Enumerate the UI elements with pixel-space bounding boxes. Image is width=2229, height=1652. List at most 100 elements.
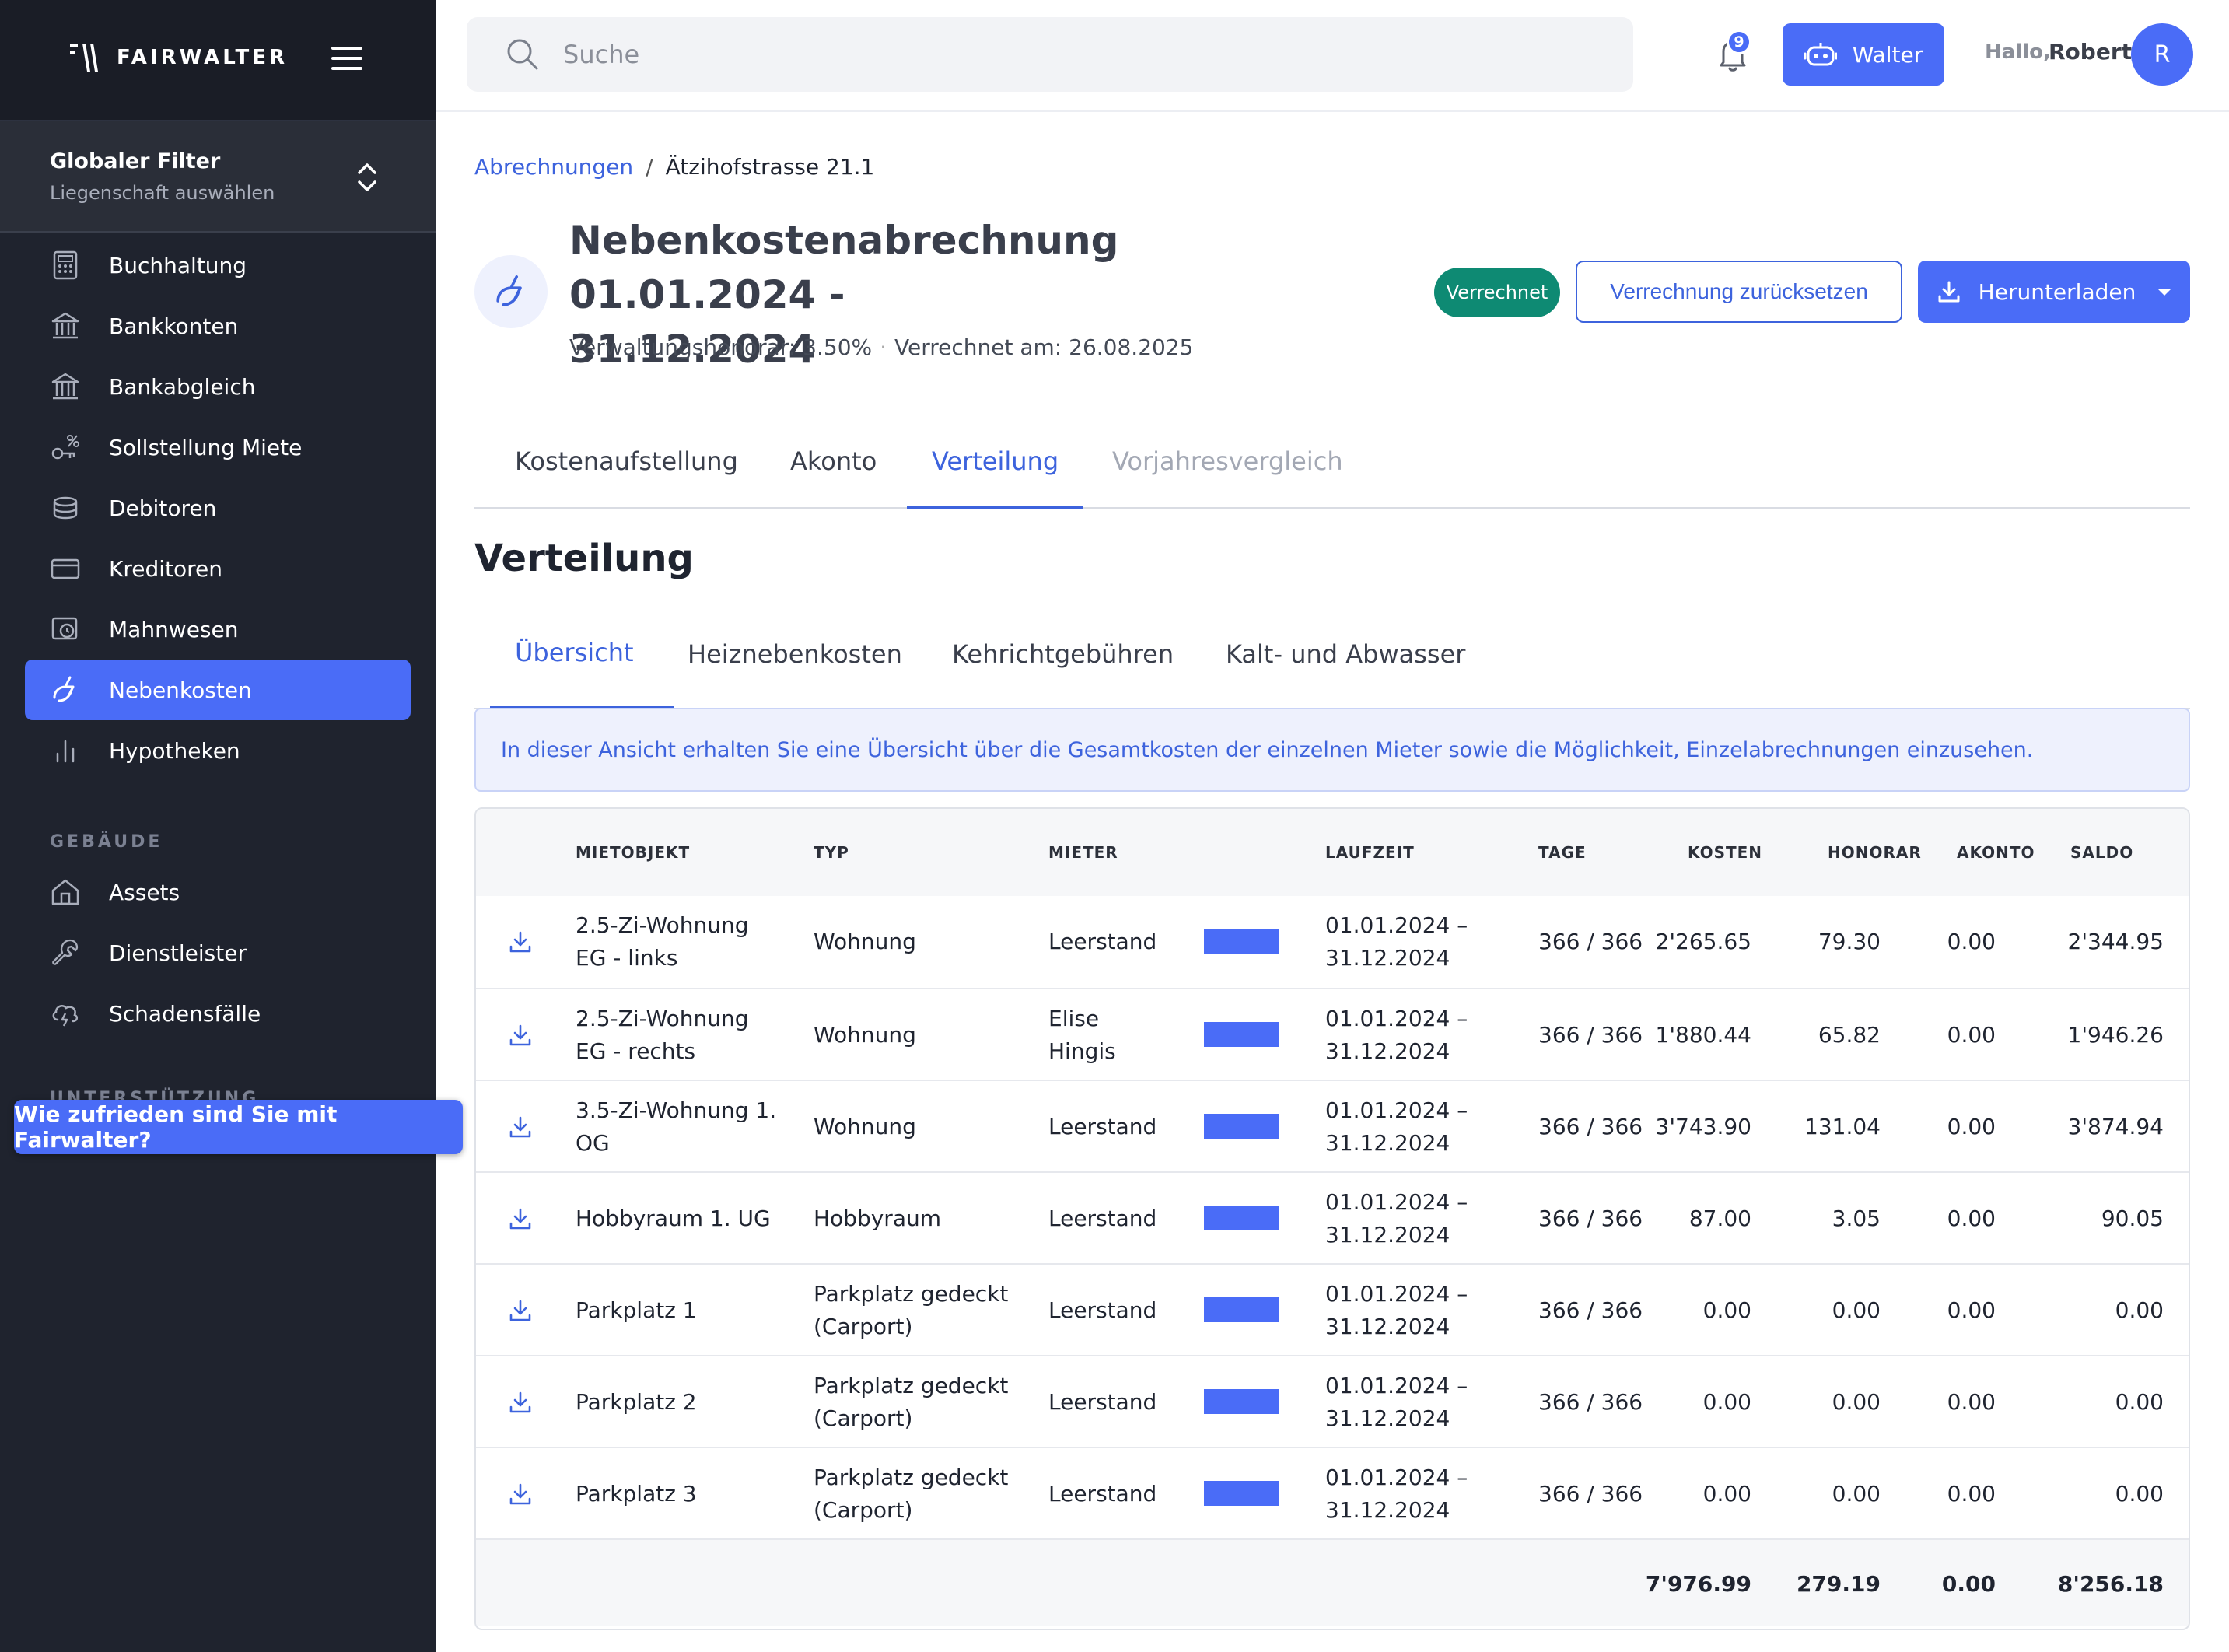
cell-saldo: 0.00 — [2115, 1481, 2164, 1507]
cell-object-line: 3.5-Zi-Wohnung 1. — [576, 1097, 777, 1123]
fairwalter-logo[interactable]: FAIRWALTER — [68, 40, 288, 75]
bank-icon — [48, 309, 82, 343]
column-header-akonto[interactable]: AKONTO — [1957, 843, 2035, 862]
sidebar-item-label: Dienstleister — [109, 940, 247, 966]
sidebar-item-dienstleister[interactable]: Dienstleister — [25, 922, 411, 983]
sidebar-item-assets[interactable]: Assets — [25, 862, 411, 922]
user-name: Robert — [2049, 39, 2133, 65]
search-icon — [507, 39, 538, 70]
download-icon[interactable] — [507, 1389, 534, 1416]
sidebar-item-label: Kreditoren — [109, 555, 223, 582]
table-row[interactable]: Parkplatz 2 Parkplatz gedeckt (Carport) Lee… — [476, 1355, 2189, 1447]
hamburger-menu-icon[interactable] — [331, 47, 362, 72]
column-header-laufzeit[interactable]: LAUFZEIT — [1325, 843, 1415, 862]
column-header-kosten[interactable]: KOSTEN — [1688, 843, 1763, 862]
sidebar-item-nebenkosten[interactable]: Nebenkosten — [25, 660, 411, 720]
download-icon[interactable] — [507, 1297, 534, 1324]
chevron-down-icon[interactable] — [2157, 288, 2172, 296]
cell-object-line: EG - rechts — [576, 1038, 696, 1064]
cell-saldo: 3'874.94 — [2067, 1114, 2164, 1139]
download-icon[interactable] — [507, 929, 534, 955]
bank-icon — [48, 369, 82, 404]
cell-tenant-line: Leerstand — [1048, 1114, 1157, 1139]
subtab-kehrichtgebuehren[interactable]: Kehrichtgebühren — [952, 639, 1174, 669]
sidebar-item-kreditoren[interactable]: Kreditoren — [25, 538, 411, 599]
table-row[interactable]: 2.5-Zi-Wohnung EG - links Wohnung Leerstand… — [476, 896, 2189, 988]
subtab-kalt-und-abwasser[interactable]: Kalt- und Abwasser — [1226, 639, 1466, 669]
walter-assistant-button[interactable]: Walter — [1783, 23, 1944, 86]
sidebar-item-label: Mahnwesen — [109, 616, 239, 642]
subtab-uebersicht[interactable]: Übersicht — [515, 638, 634, 667]
sidebar-item-hypotheken[interactable]: Hypotheken — [25, 720, 411, 781]
occupancy-bar — [1204, 1022, 1279, 1047]
cell-akonto: 0.00 — [1947, 1481, 1996, 1507]
sidebar-item-label: Buchhaltung — [109, 252, 247, 278]
table-row[interactable]: 3.5-Zi-Wohnung 1. OG Wohnung Leerstand 01.01… — [476, 1080, 2189, 1171]
cell-type-line: Parkplatz gedeckt — [814, 1281, 1009, 1307]
column-header-tage[interactable]: TAGE — [1538, 843, 1587, 862]
cell-type: Wohnung — [814, 989, 1024, 1081]
global-filter[interactable]: Globaler Filter Liegenschaft auswählen — [0, 121, 436, 233]
download-icon[interactable] — [507, 1206, 534, 1232]
sidebar-item-label: Schadensfälle — [109, 1000, 261, 1027]
download-icon[interactable] — [507, 1022, 534, 1048]
cell-tenant: Leerstand — [1048, 896, 1188, 988]
feedback-button[interactable]: Wie zufrieden sind Sie mit Fairwalter? — [14, 1100, 463, 1154]
table-row[interactable]: Hobbyraum 1. UG Hobbyraum Leerstand 01.01.2… — [476, 1171, 2189, 1263]
sidebar-item-mahnwesen[interactable]: Mahnwesen — [25, 599, 411, 660]
total-kosten: 7'976.99 — [1645, 1570, 1751, 1597]
cell-period-line: 31.12.2024 — [1325, 1130, 1450, 1156]
cell-type-line: Wohnung — [814, 929, 916, 954]
sidebar-item-schadensfaelle[interactable]: Schadensfälle — [25, 983, 411, 1044]
cell-type-line: Wohnung — [814, 1114, 916, 1139]
tab-akonto[interactable]: Akonto — [790, 446, 877, 476]
table-row[interactable]: Parkplatz 1 Parkplatz gedeckt (Carport) Lee… — [476, 1263, 2189, 1355]
cell-object-line: Parkplatz 2 — [576, 1389, 697, 1415]
reset-settlement-button[interactable]: Verrechnung zurücksetzen — [1576, 261, 1902, 323]
cell-tenant: Leerstand — [1048, 1081, 1188, 1173]
subtab-heiznebenkosten[interactable]: Heiznebenkosten — [688, 639, 902, 669]
sidebar-item-bankabgleich[interactable]: Bankabgleich — [25, 356, 411, 417]
cell-akonto: 0.00 — [1947, 1114, 1996, 1139]
topbar: 9 Walter Hallo, Robert R — [436, 0, 2229, 112]
occupancy-bar — [1204, 1481, 1279, 1506]
sidebar-item-sollstellung-miete[interactable]: Sollstellung Miete — [25, 417, 411, 478]
tab-verteilung[interactable]: Verteilung — [932, 446, 1059, 476]
download-button[interactable]: Herunterladen — [1918, 261, 2190, 323]
cell-tenant-line: Elise — [1048, 1006, 1100, 1031]
search-bar[interactable] — [467, 17, 1633, 92]
cell-days: 366 / 366 — [1538, 1114, 1643, 1139]
sidebar-item-buchhaltung[interactable]: Buchhaltung — [25, 235, 411, 296]
cell-tenant: Leerstand — [1048, 1356, 1188, 1448]
cell-period: 01.01.2024 – 31.12.2024 — [1325, 1265, 1504, 1356]
cell-object: Hobbyraum 1. UG — [576, 1173, 793, 1265]
breadcrumb-link-abrechnungen[interactable]: Abrechnungen — [474, 154, 634, 180]
cell-cost: 87.00 — [1688, 1206, 1751, 1231]
download-icon — [1938, 281, 1960, 303]
download-icon[interactable] — [507, 1114, 534, 1140]
chevron-up-down-icon — [358, 163, 376, 191]
tab-vorjahresvergleich: Vorjahresvergleich — [1112, 446, 1343, 476]
column-header-mieter[interactable]: MIETER — [1048, 843, 1118, 862]
avatar[interactable]: R — [2131, 23, 2193, 86]
search-input[interactable] — [563, 40, 1574, 69]
tab-kostenaufstellung[interactable]: Kostenaufstellung — [515, 446, 738, 476]
table-row[interactable]: Parkplatz 3 Parkplatz gedeckt (Carport) Lee… — [476, 1447, 2189, 1538]
cell-saldo: 1'946.26 — [2067, 1022, 2164, 1048]
home-icon — [48, 875, 82, 909]
sidebar-item-bankkonten[interactable]: Bankkonten — [25, 296, 411, 356]
cell-period-line: 31.12.2024 — [1325, 1314, 1450, 1339]
coins-icon — [48, 491, 82, 525]
sidebar-item-debitoren[interactable]: Debitoren — [25, 478, 411, 538]
cell-period-line: 31.12.2024 — [1325, 945, 1450, 971]
download-icon[interactable] — [507, 1481, 534, 1507]
column-header-mietobjekt[interactable]: MIETOBJEKT — [576, 843, 691, 862]
column-header-honorar[interactable]: HONORAR — [1828, 843, 1922, 862]
status-badge: Verrechnet — [1434, 268, 1560, 317]
cell-type-line: Parkplatz gedeckt — [814, 1373, 1009, 1398]
cell-fee: 79.30 — [1818, 929, 1881, 954]
table-row[interactable]: 2.5-Zi-Wohnung EG - rechts Wohnung Elise Hin… — [476, 988, 2189, 1080]
column-header-typ[interactable]: TYP — [814, 843, 849, 862]
column-header-saldo[interactable]: SALDO — [2070, 843, 2134, 862]
cell-object-line: Hobbyraum 1. UG — [576, 1206, 771, 1231]
